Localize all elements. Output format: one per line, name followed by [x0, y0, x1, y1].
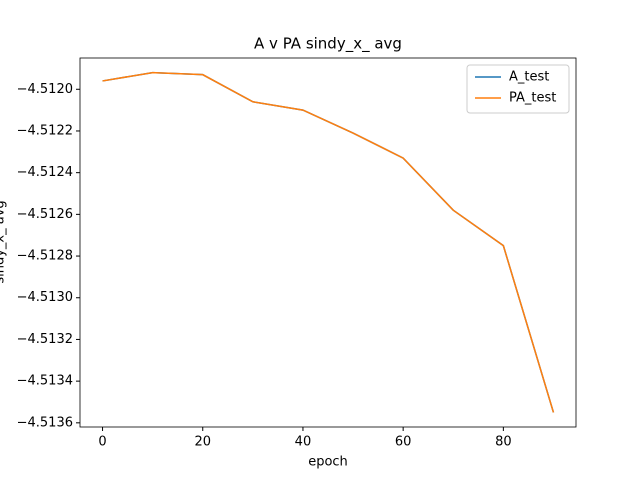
x-tick-label: 40 [295, 435, 312, 450]
y-tick-label: −4.5124 [17, 165, 73, 180]
y-tick-label: −4.5132 [17, 332, 73, 347]
x-tick-label: 80 [495, 435, 512, 450]
plot-frame [79, 57, 577, 428]
line-series [102, 71, 555, 413]
y-tick-label: −4.5126 [17, 207, 73, 222]
y-tick-label: −4.5130 [17, 290, 73, 305]
y-axis-label: sindy_x_ avg [0, 200, 8, 283]
y-tick-label: −4.5128 [17, 249, 73, 264]
y-tick-label: −4.5134 [17, 374, 73, 389]
chart-title: A v PA sindy_x_ avg [254, 35, 402, 54]
x-tick-label: 60 [395, 435, 412, 450]
x-tick-label: 0 [98, 435, 106, 450]
legend-label: A_test [509, 70, 549, 85]
y-tick-label: −4.5122 [17, 123, 73, 138]
y-tick-label: −4.5120 [17, 82, 73, 97]
legend-label: PA_test [509, 91, 556, 106]
x-axis-label: epoch [308, 455, 348, 470]
x-tick-label: 20 [194, 435, 211, 450]
y-tick-label: −4.5136 [17, 415, 73, 430]
